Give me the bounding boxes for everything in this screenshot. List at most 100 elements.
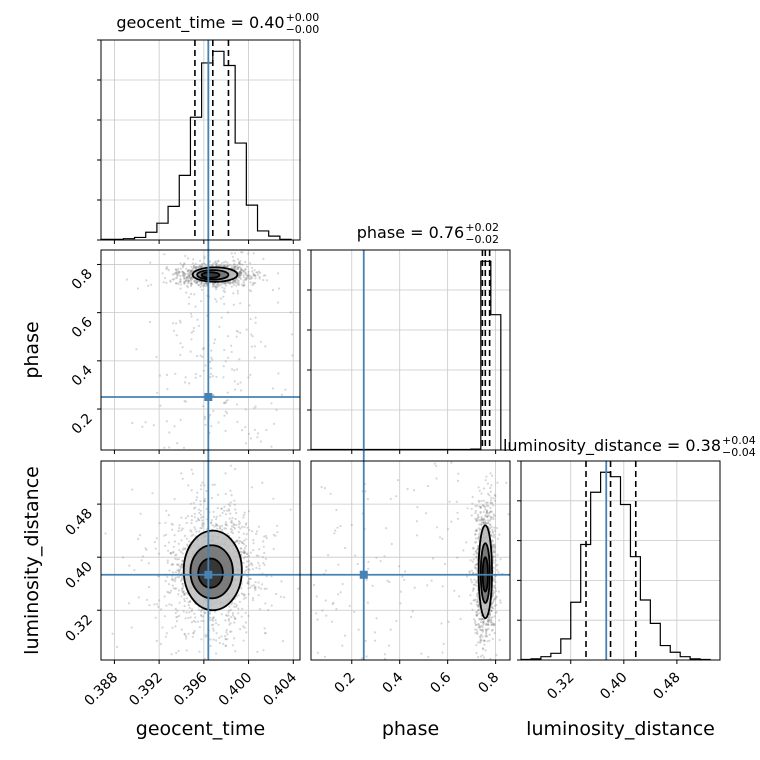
sample-point — [433, 462, 436, 465]
sample-point — [456, 556, 459, 559]
sample-point — [466, 575, 469, 578]
sample-point — [177, 271, 180, 274]
sample-point — [224, 401, 227, 405]
sample-point — [174, 372, 177, 375]
x-tick-label: 0.40 — [597, 670, 630, 703]
sample-point — [490, 502, 493, 505]
sample-point — [224, 492, 227, 496]
sample-point — [485, 623, 488, 626]
sample-point — [224, 644, 227, 647]
sample-point — [477, 536, 480, 539]
sample-point — [482, 504, 485, 507]
sample-point — [383, 555, 386, 558]
sample-point — [195, 281, 198, 284]
sample-point — [490, 609, 493, 612]
sample-point — [271, 387, 274, 390]
sample-point — [224, 429, 227, 432]
sample-point — [480, 618, 483, 621]
sample-point — [272, 547, 275, 551]
sample-point — [233, 621, 236, 624]
sample-point — [235, 335, 238, 338]
sample-point — [334, 529, 337, 532]
sample-point — [230, 603, 233, 606]
sample-point — [137, 537, 140, 541]
sample-point — [239, 270, 242, 273]
sample-point — [332, 601, 335, 605]
title-geocent_time: geocent_time = 0.40 — [116, 13, 284, 33]
sample-point — [200, 527, 203, 530]
sample-point — [499, 558, 502, 561]
sample-point — [194, 265, 198, 268]
sample-point — [174, 271, 177, 275]
sample-point — [258, 548, 261, 551]
sample-point — [333, 532, 336, 535]
sample-point — [236, 282, 239, 285]
sample-point — [249, 586, 252, 589]
sample-point — [484, 508, 487, 511]
sample-point — [176, 609, 179, 612]
sample-point — [180, 577, 183, 580]
sample-point — [485, 511, 488, 515]
sample-point — [496, 537, 499, 540]
sample-point — [195, 520, 198, 523]
sample-point — [225, 524, 229, 527]
sample-point — [163, 595, 166, 598]
sample-point — [192, 631, 195, 635]
sample-point — [248, 304, 251, 307]
sample-point — [193, 526, 196, 529]
sample-point — [209, 619, 212, 622]
sample-point — [181, 264, 184, 267]
sample-point — [232, 292, 235, 295]
sample-point — [259, 271, 262, 274]
sample-point — [247, 274, 250, 277]
sample-point — [224, 513, 228, 516]
sample-point — [224, 284, 228, 287]
sample-point — [242, 269, 245, 272]
sample-point — [289, 311, 292, 314]
sample-point — [184, 548, 187, 551]
sample-point — [131, 421, 134, 425]
sample-point — [488, 639, 491, 642]
sample-point — [250, 345, 253, 348]
sample-point — [183, 272, 186, 275]
sample-point — [225, 509, 228, 512]
sample-point — [200, 266, 203, 269]
sample-point — [232, 265, 235, 268]
sample-point — [239, 331, 242, 334]
sample-point — [202, 283, 206, 286]
sample-point — [199, 354, 202, 357]
sample-point — [267, 608, 270, 612]
sample-point — [475, 548, 478, 552]
sample-point — [181, 477, 184, 480]
sample-point — [219, 526, 222, 529]
sample-point — [480, 621, 483, 624]
sample-point — [325, 614, 328, 617]
sample-point — [474, 619, 477, 623]
sample-point — [190, 276, 193, 279]
sample-point — [182, 271, 185, 274]
sample-point — [244, 596, 247, 599]
sample-point — [235, 284, 238, 287]
histogram-luminosity_distance — [520, 471, 711, 661]
sample-point — [478, 635, 481, 638]
sample-point — [231, 281, 234, 284]
sample-point — [182, 446, 186, 449]
x-tick-label: 0.48 — [650, 670, 683, 703]
sample-point — [279, 595, 282, 598]
sample-point — [194, 616, 197, 619]
sample-point — [186, 278, 189, 281]
sample-point — [237, 281, 240, 284]
sample-point — [153, 603, 156, 606]
sample-point — [178, 527, 181, 530]
sample-point — [200, 265, 203, 268]
sample-point — [241, 251, 244, 254]
title-plus-error: +0.02 — [465, 221, 499, 234]
sample-point — [140, 559, 143, 562]
sample-point — [485, 475, 488, 478]
sample-point — [211, 483, 214, 486]
sample-point — [219, 264, 222, 267]
sample-point — [470, 602, 473, 605]
sample-point — [214, 284, 217, 287]
sample-point — [225, 631, 228, 634]
sample-point — [493, 551, 496, 554]
